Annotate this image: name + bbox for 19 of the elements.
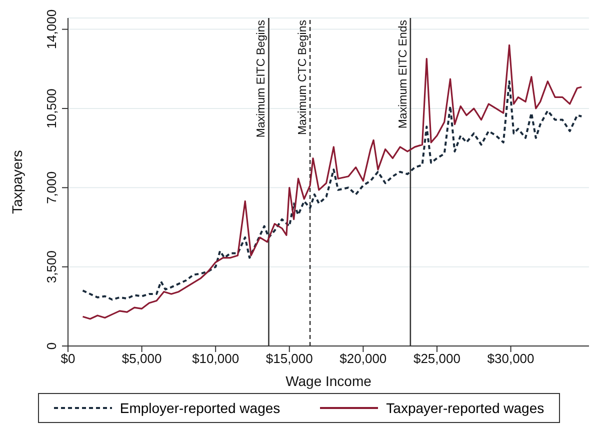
ref-line-label: Maximum CTC Begins xyxy=(297,20,310,136)
ref-line-label: Maximum EITC Begins xyxy=(256,20,268,138)
y-tick-label: 14,000 xyxy=(44,9,59,50)
x-tick-label: $0 xyxy=(60,351,76,366)
x-tick-label: $5,000 xyxy=(122,351,162,366)
y-axis-title: Taxpayers xyxy=(8,150,25,214)
x-axis-title: Wage Income xyxy=(286,373,372,389)
x-tick-label: $10,000 xyxy=(192,351,240,366)
x-tick-label: $15,000 xyxy=(266,351,313,366)
ref-line-label: Maximum EITC Ends xyxy=(397,20,410,129)
y-tick-label: 0 xyxy=(44,342,59,350)
y-tick-label: 10,500 xyxy=(44,88,59,128)
x-tick-label: $30,000 xyxy=(487,351,534,366)
legend-label: Employer-reported wages xyxy=(120,400,280,416)
legend-label: Taxpayer-reported wages xyxy=(386,400,544,416)
x-tick-label: $25,000 xyxy=(413,351,460,366)
x-tick-label: $20,000 xyxy=(340,351,387,366)
y-tick-label: 3,500 xyxy=(44,250,59,284)
y-tick-label: 7,000 xyxy=(44,171,59,204)
